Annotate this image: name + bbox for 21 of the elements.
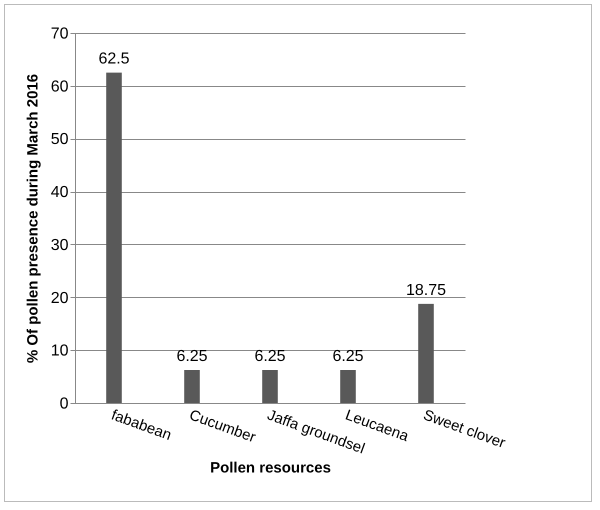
y-axis-title: % Of pollen presence during March 2016 <box>24 74 42 364</box>
bar <box>418 304 434 403</box>
bar <box>106 72 122 403</box>
data-label: 6.25 <box>176 348 208 365</box>
y-tick-label: 30 <box>50 236 69 254</box>
y-tick-label: 50 <box>50 131 69 148</box>
y-tick-label: 60 <box>50 78 69 96</box>
data-label: 6.25 <box>254 348 286 365</box>
bar <box>262 370 278 403</box>
y-tick-label: 10 <box>50 342 69 360</box>
x-tick-label: Sweet clover <box>421 406 508 452</box>
data-label: 62.5 <box>98 50 130 68</box>
y-tick-label: 0 <box>60 396 69 412</box>
y-tick-label: 70 <box>50 26 69 42</box>
bar <box>184 370 200 403</box>
y-tick-label: 40 <box>50 184 69 202</box>
data-label: 6.25 <box>332 348 364 365</box>
y-tick-label: 20 <box>50 290 69 307</box>
data-label: 18.75 <box>406 282 446 299</box>
x-axis-title: Pollen resources <box>210 460 331 477</box>
bar <box>340 370 356 403</box>
